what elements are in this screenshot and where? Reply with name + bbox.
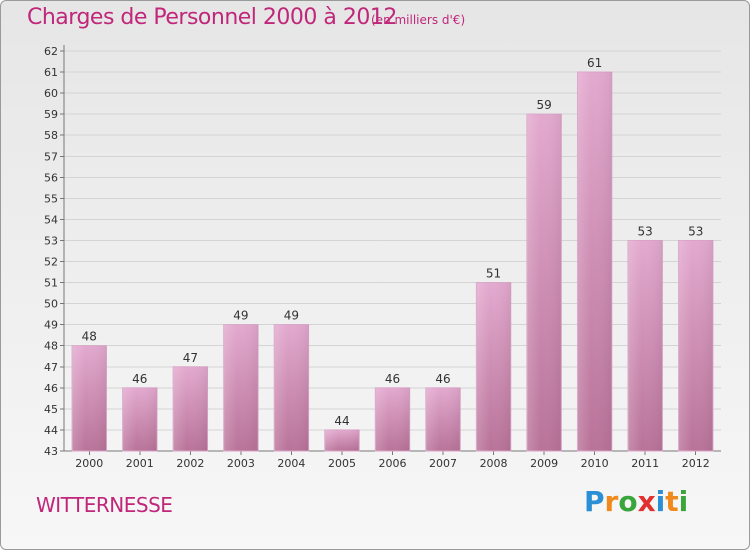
bar-shade-2012 (678, 240, 713, 451)
logo-letter: t (665, 485, 679, 518)
x-tick-label-2001: 2001 (126, 457, 154, 470)
y-tick-label: 60 (44, 87, 58, 100)
bar-shade-2003 (223, 324, 259, 451)
bar-shade-2006 (375, 387, 410, 451)
bar-shade-2010 (577, 72, 612, 451)
x-tick-label-2008: 2008 (480, 457, 508, 470)
bars (71, 71, 714, 452)
y-tick-label: 57 (44, 150, 58, 163)
x-tick-label-2012: 2012 (682, 457, 710, 470)
y-tick-label: 56 (44, 171, 58, 184)
x-tick-label-2003: 2003 (227, 457, 255, 470)
y-tick-label: 58 (44, 129, 58, 142)
y-tick-label: 61 (44, 66, 58, 79)
data-label-2005: 44 (334, 414, 349, 428)
y-tick-label: 48 (44, 340, 58, 353)
y-tick-label: 51 (44, 277, 58, 290)
y-tick-label: 44 (44, 424, 58, 437)
x-tick-label-2010: 2010 (581, 457, 609, 470)
bar-shade-2000 (72, 345, 107, 451)
data-labels: 48 46 47 49 49 44 46 46 51 59 61 53 53 (82, 56, 704, 428)
data-label-2008: 51 (486, 267, 501, 281)
logo-letter: i (678, 485, 689, 518)
x-tick-label-2000: 2000 (75, 457, 103, 470)
bar-shade-2001 (122, 387, 157, 451)
logo-letter: o (618, 485, 638, 518)
y-tick-label: 62 (44, 45, 58, 58)
bar-shade-2007 (425, 387, 461, 451)
logo-letter: P (584, 485, 605, 518)
bar-shade-2004 (274, 324, 309, 451)
x-tick-label-2004: 2004 (277, 457, 305, 470)
data-label-2003: 49 (233, 309, 248, 323)
y-tick-label: 52 (44, 256, 58, 269)
bar-shade-2005 (324, 429, 360, 451)
chart-subtitle: (en milliers d'€) (371, 13, 466, 27)
bar-shade-2009 (526, 114, 562, 451)
chart-title: Charges de Personnel 2000 à 2012 (27, 5, 397, 30)
y-tick-label: 45 (44, 403, 58, 416)
y-tick-label: 53 (44, 234, 58, 247)
y-tick-label: 54 (44, 213, 58, 226)
x-tick-label-2005: 2005 (328, 457, 356, 470)
y-tick-label: 43 (44, 445, 58, 458)
data-label-2010: 61 (587, 56, 602, 70)
data-label-2009: 59 (536, 98, 551, 112)
logo-letter: x (637, 485, 656, 518)
x-tick-label-2011: 2011 (631, 457, 659, 470)
proxiti-logo[interactable]: Proxiti (584, 485, 688, 518)
x-tick-label-2006: 2006 (379, 457, 407, 470)
x-tick-label-2007: 2007 (429, 457, 457, 470)
data-label-2002: 47 (183, 351, 198, 365)
data-label-2011: 53 (638, 224, 653, 238)
y-tick-label: 46 (44, 382, 58, 395)
x-tick-label-2002: 2002 (176, 457, 204, 470)
data-label-2007: 46 (435, 372, 450, 386)
y-tick-label: 47 (44, 361, 58, 374)
commune-name: WITTERNESSE (36, 493, 173, 517)
data-label-2004: 49 (284, 309, 299, 323)
logo-letter: r (604, 485, 619, 518)
bar-shade-2011 (628, 240, 663, 451)
y-tick-label: 49 (44, 319, 58, 332)
bar-shade-2002 (173, 366, 208, 451)
y-tick-label: 55 (44, 192, 58, 205)
y-tick-label: 50 (44, 298, 58, 311)
data-label-2006: 46 (385, 372, 400, 386)
y-tick-label: 59 (44, 108, 58, 121)
data-label-2000: 48 (82, 330, 97, 344)
logo-letter: i (655, 485, 666, 518)
data-label-2001: 46 (132, 372, 147, 386)
x-tick-label-2009: 2009 (530, 457, 558, 470)
data-label-2012: 53 (688, 224, 703, 238)
bar-shade-2008 (476, 282, 511, 451)
